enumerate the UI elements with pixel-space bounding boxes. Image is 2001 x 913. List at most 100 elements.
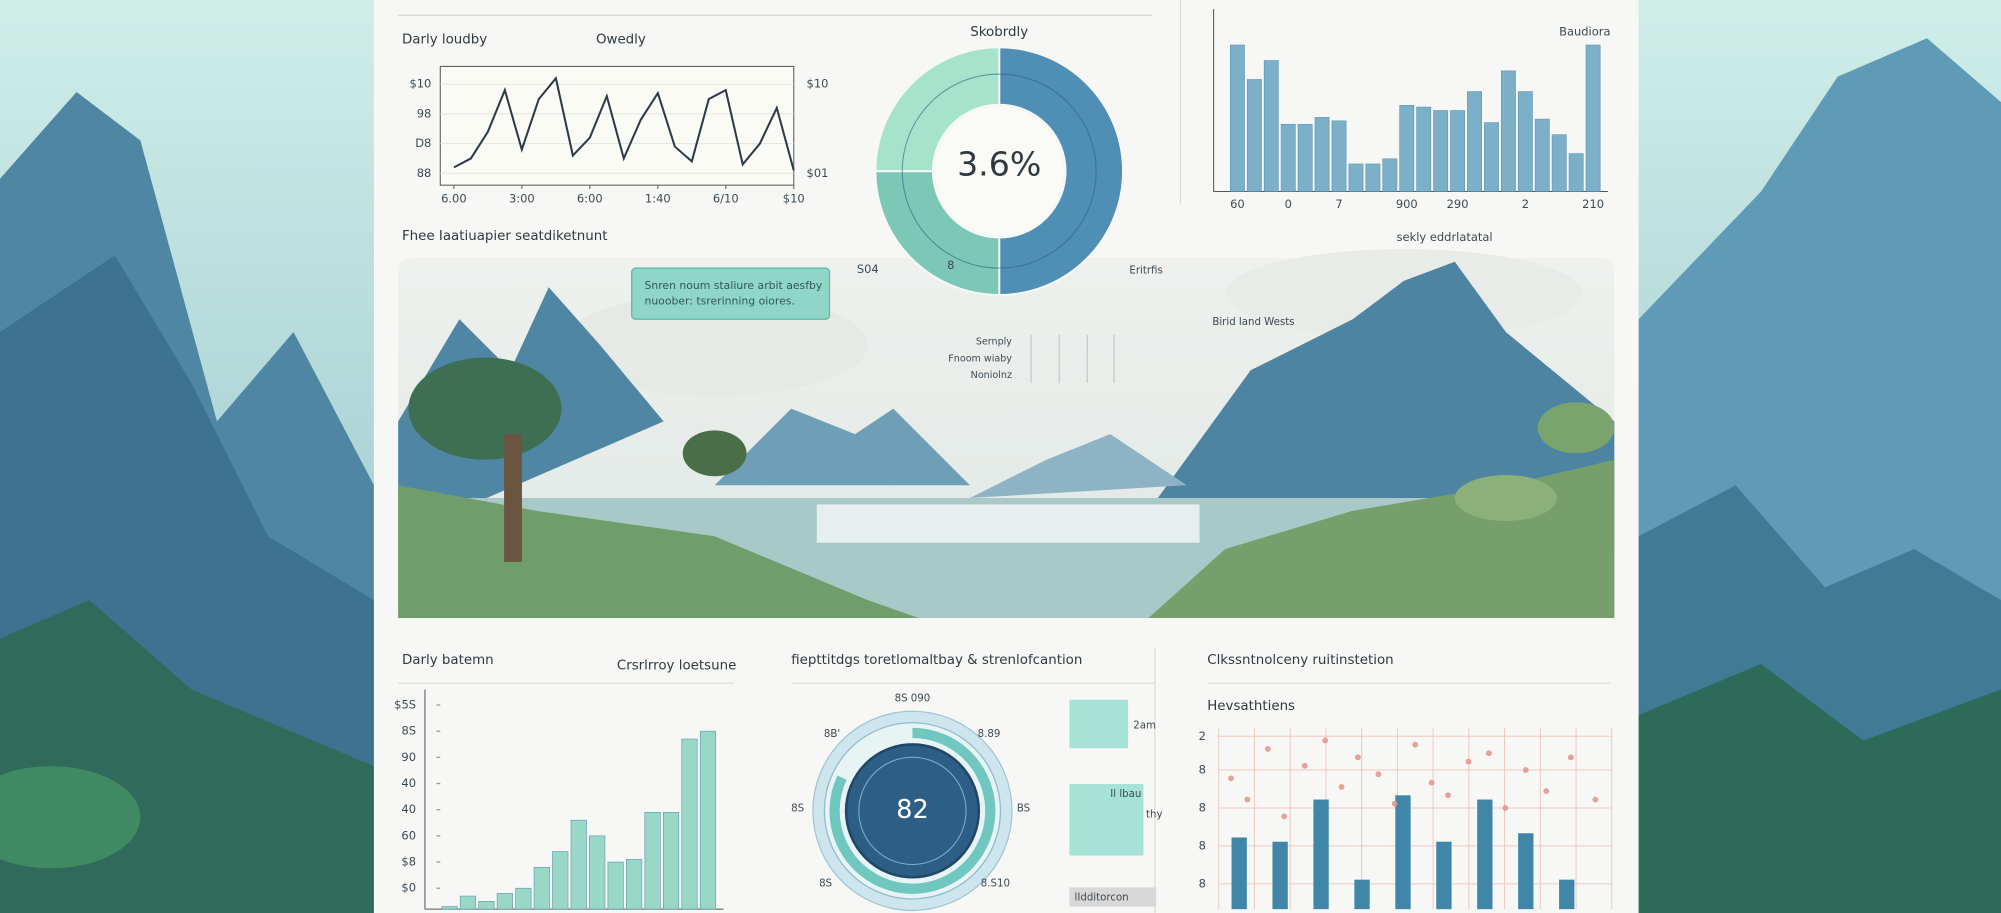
bar — [1433, 110, 1449, 192]
annotation: 8S — [819, 879, 832, 890]
y-tick-label: 88 — [417, 166, 432, 180]
bar — [1559, 879, 1575, 910]
banner-title: Fhee Iaatiuapier seatdiketnunt — [402, 229, 607, 244]
legend-label: lIdditorcon — [1075, 893, 1129, 904]
y-tick-label: 8 — [1199, 838, 1206, 852]
scatter-point — [1465, 758, 1472, 765]
x-tick-label: 6.00 — [441, 192, 467, 206]
scatter-point — [1567, 754, 1574, 761]
y-tick-label: $0 — [401, 881, 416, 895]
annotation: 8 — [947, 258, 954, 272]
scatter-point — [1281, 813, 1288, 820]
left-scenery — [0, 91, 374, 913]
bar — [699, 730, 717, 910]
bar — [515, 887, 532, 910]
x-axis-label: sekly eddrlatatal — [1397, 230, 1493, 244]
x-tick-label: 6:00 — [577, 192, 603, 206]
bar — [644, 811, 661, 910]
chart-label: Baudiora — [1559, 24, 1610, 38]
right-scenery — [1638, 38, 2001, 913]
bar — [607, 861, 624, 910]
y-tick-label: 2 — [1199, 729, 1206, 743]
y-tick-label: 60 — [401, 828, 416, 842]
annotation: 8S — [791, 803, 804, 814]
pie-center-label: 3.6% — [957, 144, 1041, 183]
callout-text: nuoober: tsrerinning oiores. — [644, 294, 794, 307]
y-tick-label: $10 — [409, 77, 431, 91]
bar — [1365, 163, 1381, 192]
bar — [1534, 118, 1550, 192]
bar — [1399, 105, 1415, 192]
bar — [1450, 110, 1466, 192]
scene-label: Eritrfis — [1129, 266, 1162, 277]
bar — [1354, 879, 1370, 910]
gauge-legend-boxes — [1069, 699, 1157, 907]
bar — [1348, 163, 1364, 192]
chart-title: Darly batemn — [402, 653, 494, 668]
pie-segment — [998, 46, 1124, 296]
legend-label: 2am — [1133, 720, 1156, 731]
gauge-core-ring — [858, 756, 967, 865]
y-tick-label: 40 — [401, 802, 416, 816]
table-row-label: Fnoom wiaby — [948, 353, 1012, 364]
bar — [1246, 79, 1262, 192]
pie-inner-ring — [901, 73, 1097, 269]
bar — [1568, 153, 1584, 192]
scatter-point — [1522, 767, 1529, 773]
bar — [441, 906, 458, 910]
bar — [1585, 44, 1601, 192]
gauge-value-label: 82 — [896, 795, 928, 825]
x-tick-label: 900 — [1396, 197, 1418, 211]
chart-title: Skobrdly — [970, 25, 1028, 40]
scatter-point — [1244, 796, 1251, 803]
scatter-point — [1264, 745, 1271, 752]
annotation: 8S 090 — [895, 693, 931, 704]
bar — [459, 895, 477, 910]
legend-label: thy — [1146, 810, 1163, 821]
x-tick-label: $10 — [783, 192, 805, 206]
scatter-point — [1228, 775, 1234, 782]
chart-title: Darly loudby — [402, 33, 487, 48]
scatter-point — [1338, 783, 1345, 790]
bar — [570, 819, 587, 910]
annotation: BS — [1017, 803, 1030, 814]
x-tick-label: 290 — [1447, 197, 1469, 211]
bar — [1313, 799, 1329, 910]
bar — [1272, 841, 1288, 910]
x-tick-label: 1:40 — [645, 192, 671, 206]
chart-subtitle: Owedly — [596, 33, 646, 48]
y-tick-label: 8 — [1199, 876, 1206, 890]
gauge-core — [844, 743, 981, 879]
chart-title: Clkssntnolceny ruitinstetion — [1207, 653, 1393, 668]
y-tick-label: 98 — [417, 106, 432, 120]
bar — [1382, 158, 1398, 192]
pie-segment — [874, 170, 1001, 296]
table-row-label: Sernply — [976, 337, 1012, 348]
chart-subtitle: Hevsathtiens — [1207, 699, 1295, 714]
scatter-point — [1428, 779, 1435, 786]
scatter-point — [1375, 771, 1382, 778]
bar — [533, 866, 550, 910]
scene-label: Birid land Wests — [1212, 317, 1294, 328]
legend-label: Il lbau — [1110, 789, 1141, 800]
bar — [1477, 799, 1493, 910]
scatter-point — [1592, 796, 1599, 803]
x-tick-label: 60 — [1230, 197, 1245, 211]
bar — [1331, 120, 1347, 192]
y-tick-label: 8 — [1199, 763, 1206, 777]
bar — [589, 835, 606, 910]
bar — [1297, 123, 1313, 192]
bar — [1517, 91, 1533, 192]
chart-subtitle: Crsrlrroy loetsune — [617, 658, 736, 673]
scatter-point — [1322, 737, 1329, 744]
bar — [1436, 841, 1452, 910]
bar — [681, 738, 698, 910]
scatter-point — [1502, 805, 1509, 811]
table-row-label: Noniolnz — [971, 370, 1012, 381]
scatter-point — [1301, 762, 1308, 769]
y-tick-label: $8 — [401, 855, 416, 869]
scatter-point — [1445, 792, 1451, 799]
line-series — [453, 76, 795, 171]
